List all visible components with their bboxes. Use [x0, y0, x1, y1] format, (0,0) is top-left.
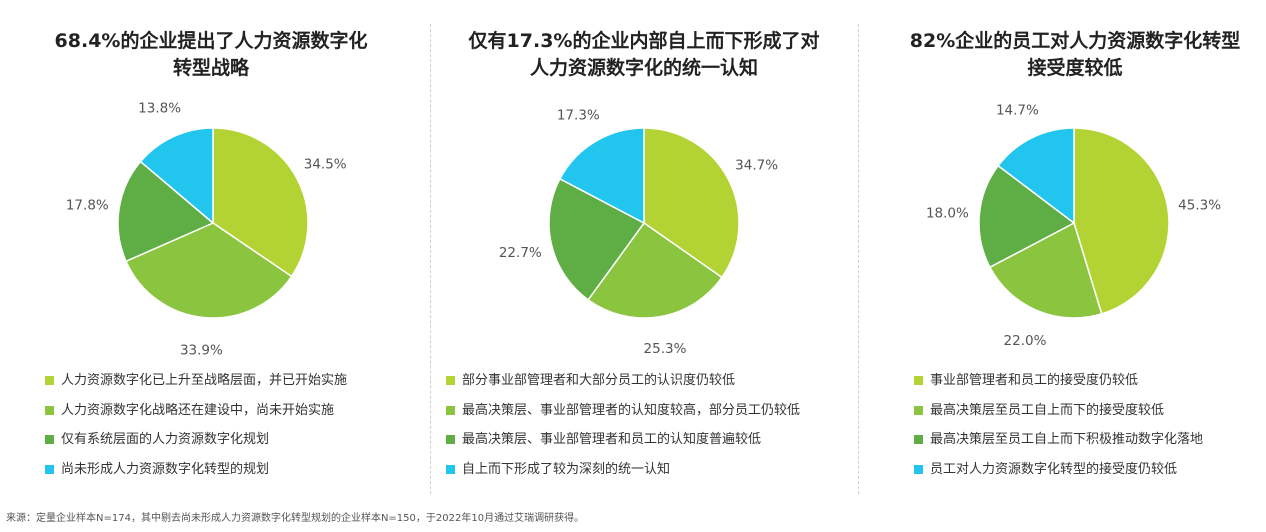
- legend-swatch: [914, 464, 923, 474]
- slice-label: 17.8%: [66, 198, 109, 214]
- source-note: 来源：定量企业样本N=174，其中剔去尚未形成人力资源数字化转型规划的企业样本N…: [6, 513, 585, 524]
- legend-swatch: [45, 435, 54, 444]
- legend-item: 事业部管理者和员工的接受度仍较低: [914, 366, 1203, 396]
- pie-chart-1: 34.5% 33.9% 17.8% 13.8%: [66, 101, 347, 359]
- pie-slice: [978, 164, 1076, 269]
- slice-label: 17.3%: [557, 107, 600, 123]
- panel-divider: [430, 24, 431, 494]
- legend-label: 最高决策层、事业部管理者和员工的认知度普遍较低: [462, 432, 762, 447]
- pie-slice: [997, 127, 1075, 225]
- slice-label: 22.7%: [499, 245, 542, 261]
- legend-item: 人力资源数字化已上升至战略层面，并已开始实施: [45, 366, 347, 396]
- chart-title-3: 82%企业的员工对人力资源数字化转型 接受度较低: [864, 28, 1266, 82]
- pie-slice: [558, 127, 645, 225]
- legend-swatch: [446, 405, 455, 415]
- legend-label: 最高决策层至员工自上而下的接受度较低: [930, 402, 1165, 418]
- chart-title-line: 人力资源数字化的统一认知: [529, 57, 758, 79]
- legend-swatch: [45, 376, 54, 385]
- slice-label: 33.9%: [180, 343, 223, 359]
- chart-panel-1: 68.4%的企业提出了人力资源数字化 转型战略 34.5% 33.9% 17.8% 1…: [0, 0, 422, 500]
- legend-swatch: [45, 405, 54, 415]
- legend-label: 最高决策层至员工自上而下积极推动数字化落地: [930, 432, 1204, 447]
- pie-slice: [587, 221, 723, 319]
- legend-swatch: [446, 376, 455, 385]
- legend-swatch: [914, 376, 923, 385]
- legend-swatch: [45, 464, 54, 474]
- legend-label: 部分事业部管理者和大部分员工的认识度仍较低: [462, 373, 736, 388]
- legend-item: 最高决策层、事业部管理者的认知度较高，部分员工仍较低: [446, 396, 800, 426]
- legend-item: 仅有系统层面的人力资源数字化规划: [45, 425, 347, 455]
- legend-item: 尚未形成人力资源数字化转型的规划: [45, 455, 347, 485]
- pie-slice: [643, 127, 740, 279]
- legend-label: 人力资源数字化战略还在建设中，尚未开始实施: [61, 402, 335, 418]
- slice-label: 22.0%: [1004, 333, 1047, 349]
- legend-label: 自上而下形成了较为深刻的统一认知: [462, 461, 671, 477]
- pie-slice: [1073, 127, 1170, 315]
- chart-panel-2: 仅有17.3%的企业内部自上而下形成了对 人力资源数字化的统一认知 34.7% 2…: [433, 0, 855, 500]
- chart-title-line: 82%企业的员工对人力资源数字化转型: [909, 30, 1241, 52]
- pie-slice: [548, 177, 646, 301]
- legend-item: 自上而下形成了较为深刻的统一认知: [446, 455, 800, 485]
- legend-label: 员工对人力资源数字化转型的接受度仍较低: [930, 461, 1178, 477]
- chart-title-2: 仅有17.3%的企业内部自上而下形成了对 人力资源数字化的统一认知: [433, 28, 855, 82]
- pie-slice: [117, 160, 215, 263]
- slice-label: 45.3%: [1178, 197, 1221, 213]
- legend-swatch: [914, 435, 923, 444]
- legend-item: 最高决策层至员工自上而下积极推动数字化落地: [914, 425, 1203, 455]
- chart-title-line: 转型战略: [172, 57, 249, 79]
- legend-3: 事业部管理者和员工的接受度仍较低 最高决策层至员工自上而下的接受度较低 最高决策…: [914, 366, 1203, 484]
- slice-label: 18.0%: [926, 206, 969, 222]
- legend-label: 仅有系统层面的人力资源数字化规划: [61, 432, 270, 447]
- pie-slice: [125, 222, 293, 319]
- slice-label: 25.3%: [644, 341, 687, 357]
- chart-panel-3: 82%企业的员工对人力资源数字化转型 接受度较低 45.3% 22.0% 18.0%…: [864, 0, 1266, 500]
- legend-label: 最高决策层、事业部管理者的认知度较高，部分员工仍较低: [462, 402, 801, 418]
- chart-title-line: 68.4%的企业提出了人力资源数字化: [54, 30, 368, 52]
- pie-slice: [139, 127, 214, 225]
- slice-label: 14.7%: [996, 102, 1039, 118]
- slice-label: 34.5%: [304, 157, 347, 173]
- slice-label: 13.8%: [138, 101, 181, 117]
- legend-item: 部分事业部管理者和大部分员工的认识度仍较低: [446, 366, 800, 396]
- legend-label: 事业部管理者和员工的接受度仍较低: [930, 373, 1139, 388]
- pie-chart-3: 45.3% 22.0% 18.0% 14.7%: [926, 102, 1221, 349]
- legend-1: 人力资源数字化已上升至战略层面，并已开始实施 人力资源数字化战略还在建设中，尚未…: [45, 366, 347, 484]
- legend-label: 尚未形成人力资源数字化转型的规划: [61, 461, 270, 477]
- slice-label: 34.7%: [735, 157, 778, 173]
- legend-swatch: [446, 464, 455, 474]
- chart-title-1: 68.4%的企业提出了人力资源数字化 转型战略: [0, 28, 422, 82]
- legend-swatch: [914, 405, 923, 415]
- legend-item: 人力资源数字化战略还在建设中，尚未开始实施: [45, 396, 347, 426]
- legend-swatch: [446, 435, 455, 444]
- legend-label: 人力资源数字化已上升至战略层面，并已开始实施: [61, 373, 348, 388]
- chart-title-line: 接受度较低: [1027, 57, 1123, 79]
- pie-chart-2: 34.7% 25.3% 22.7% 17.3%: [499, 107, 778, 357]
- pie-slice: [988, 221, 1103, 319]
- panel-divider: [858, 24, 859, 494]
- legend-item: 员工对人力资源数字化转型的接受度仍较低: [914, 455, 1203, 485]
- chart-title-line: 仅有17.3%的企业内部自上而下形成了对: [468, 30, 820, 52]
- legend-item: 最高决策层至员工自上而下的接受度较低: [914, 396, 1203, 426]
- pie-slice: [212, 127, 309, 278]
- legend-item: 最高决策层、事业部管理者和员工的认知度普遍较低: [446, 425, 800, 455]
- legend-2: 部分事业部管理者和大部分员工的认识度仍较低 最高决策层、事业部管理者的认知度较高…: [446, 366, 800, 484]
